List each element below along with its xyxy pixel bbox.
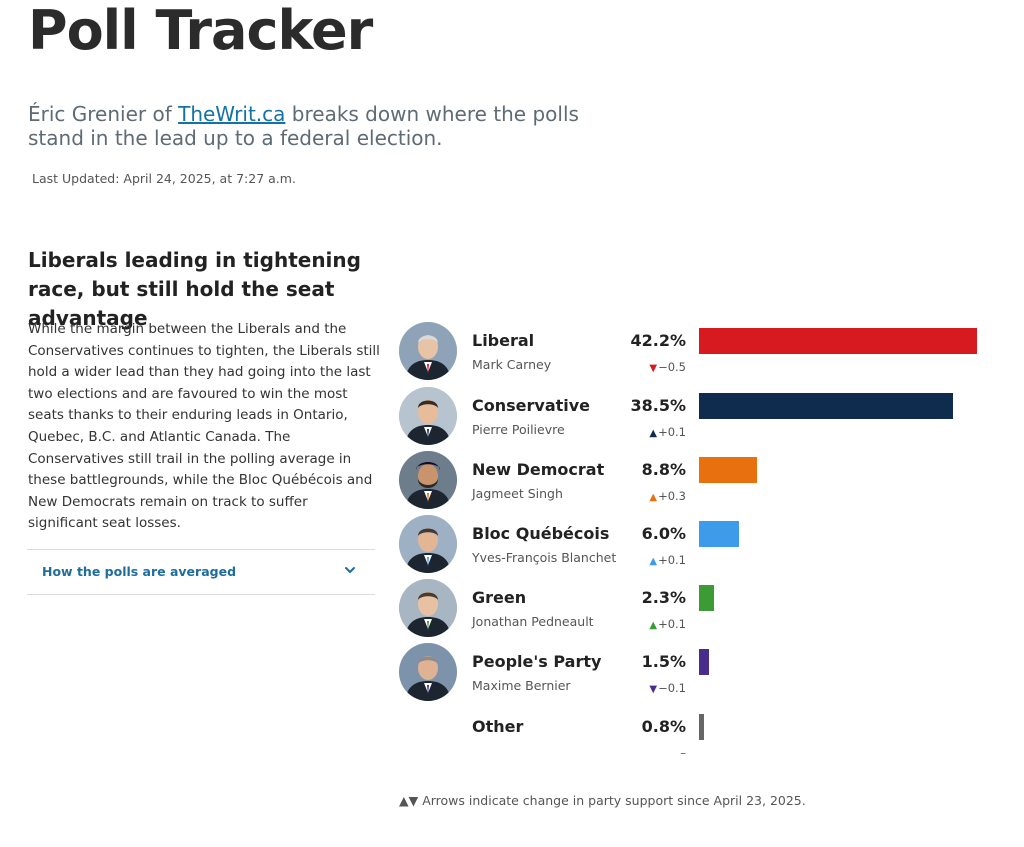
change-value: −0.5 xyxy=(658,360,686,374)
party-name: Green xyxy=(472,588,527,607)
party-row-other: Other 0.8% – xyxy=(399,708,999,768)
party-name: New Democrat xyxy=(472,460,605,479)
article-body: While the margin between the Liberals an… xyxy=(28,321,380,532)
vote-share-label: 38.5% xyxy=(630,396,686,415)
subtitle-text-start: Éric Grenier of xyxy=(28,102,179,126)
bar-other xyxy=(699,714,704,740)
arrow-up-icon: ▲ xyxy=(649,620,658,631)
vote-share-label: 2.3% xyxy=(641,588,686,607)
vote-share-label: 8.8% xyxy=(641,460,686,479)
change-label: ▼−0.5 xyxy=(649,360,686,374)
bar-people-s-party xyxy=(699,649,709,675)
vote-share-label: 1.5% xyxy=(641,652,686,671)
party-row-people-s-party: People's Party Maxime Bernier 1.5% ▼−0.1 xyxy=(399,643,999,703)
leader-photo-bloc-quebecois xyxy=(399,515,457,573)
leader-name: Pierre Poilievre xyxy=(472,422,565,437)
bar-green xyxy=(699,585,714,611)
leader-name: Mark Carney xyxy=(472,357,552,372)
arrow-up-icon: ▲ xyxy=(649,492,658,503)
party-name: Bloc Québécois xyxy=(472,524,610,543)
party-row-liberal: Liberal Mark Carney 42.2% ▼−0.5 xyxy=(399,322,999,382)
change-label: – xyxy=(680,746,686,760)
page-subtitle: Éric Grenier of TheWrit.ca breaks down w… xyxy=(28,102,608,150)
leader-name: Jagmeet Singh xyxy=(472,486,563,501)
party-name: Conservative xyxy=(472,396,591,415)
change-label: ▲+0.1 xyxy=(649,553,686,567)
change-value: – xyxy=(680,746,686,760)
change-label: ▼−0.1 xyxy=(649,681,686,695)
change-value: +0.1 xyxy=(658,553,686,567)
chart-footnote: ▲▼ Arrows indicate change in party suppo… xyxy=(399,793,806,808)
party-name: People's Party xyxy=(472,652,602,671)
thewrit-link[interactable]: TheWrit.ca xyxy=(178,102,286,126)
leader-name: Jonathan Pedneault xyxy=(472,614,594,629)
leader-photo-new-democrat xyxy=(399,451,457,509)
arrow-down-icon: ▼ xyxy=(649,684,658,695)
party-row-conservative: Conservative Pierre Poilievre 38.5% ▲+0.1 xyxy=(399,387,999,447)
page-title: Poll Tracker xyxy=(28,0,373,62)
change-value: +0.3 xyxy=(658,489,686,503)
party-row-green: Green Jonathan Pedneault 2.3% ▲+0.1 xyxy=(399,579,999,639)
change-value: −0.1 xyxy=(658,681,686,695)
bar-new-democrat xyxy=(699,457,757,483)
chevron-down-icon xyxy=(345,567,355,573)
last-updated: Last Updated: April 24, 2025, at 7:27 a.… xyxy=(32,171,296,186)
arrow-up-icon: ▲ xyxy=(649,428,658,439)
arrow-down-icon: ▼ xyxy=(649,363,658,374)
leader-photo-liberal xyxy=(399,322,457,380)
vote-share-label: 6.0% xyxy=(641,524,686,543)
party-name: Liberal xyxy=(472,331,535,350)
leader-name: Yves-François Blanchet xyxy=(472,550,617,565)
leader-photo-conservative xyxy=(399,387,457,445)
leader-name: Maxime Bernier xyxy=(472,678,571,693)
party-row-new-democrat: New Democrat Jagmeet Singh 8.8% ▲+0.3 xyxy=(399,451,999,511)
accordion-label: How the polls are averaged xyxy=(42,564,237,579)
arrow-up-icon: ▲ xyxy=(649,556,658,567)
subtitle-text-end: breaks down where the polls stand in the… xyxy=(28,102,579,150)
leader-photo-people-s-party xyxy=(399,643,457,701)
change-label: ▲+0.1 xyxy=(649,617,686,631)
bar-liberal xyxy=(699,328,977,354)
polls-averaged-accordion[interactable]: How the polls are averaged xyxy=(27,549,375,595)
change-value: +0.1 xyxy=(658,617,686,631)
bar-conservative xyxy=(699,393,953,419)
change-value: +0.1 xyxy=(658,425,686,439)
change-label: ▲+0.1 xyxy=(649,425,686,439)
article-headline: Liberals leading in tightening race, but… xyxy=(28,248,361,330)
vote-share-label: 42.2% xyxy=(630,331,686,350)
bar-bloc-quebecois xyxy=(699,521,739,547)
party-name: Other xyxy=(472,717,524,736)
vote-share-label: 0.8% xyxy=(641,717,686,736)
party-row-bloc-quebecois: Bloc Québécois Yves-François Blanchet 6.0%… xyxy=(399,515,999,575)
leader-photo-green xyxy=(399,579,457,637)
change-label: ▲+0.3 xyxy=(649,489,686,503)
